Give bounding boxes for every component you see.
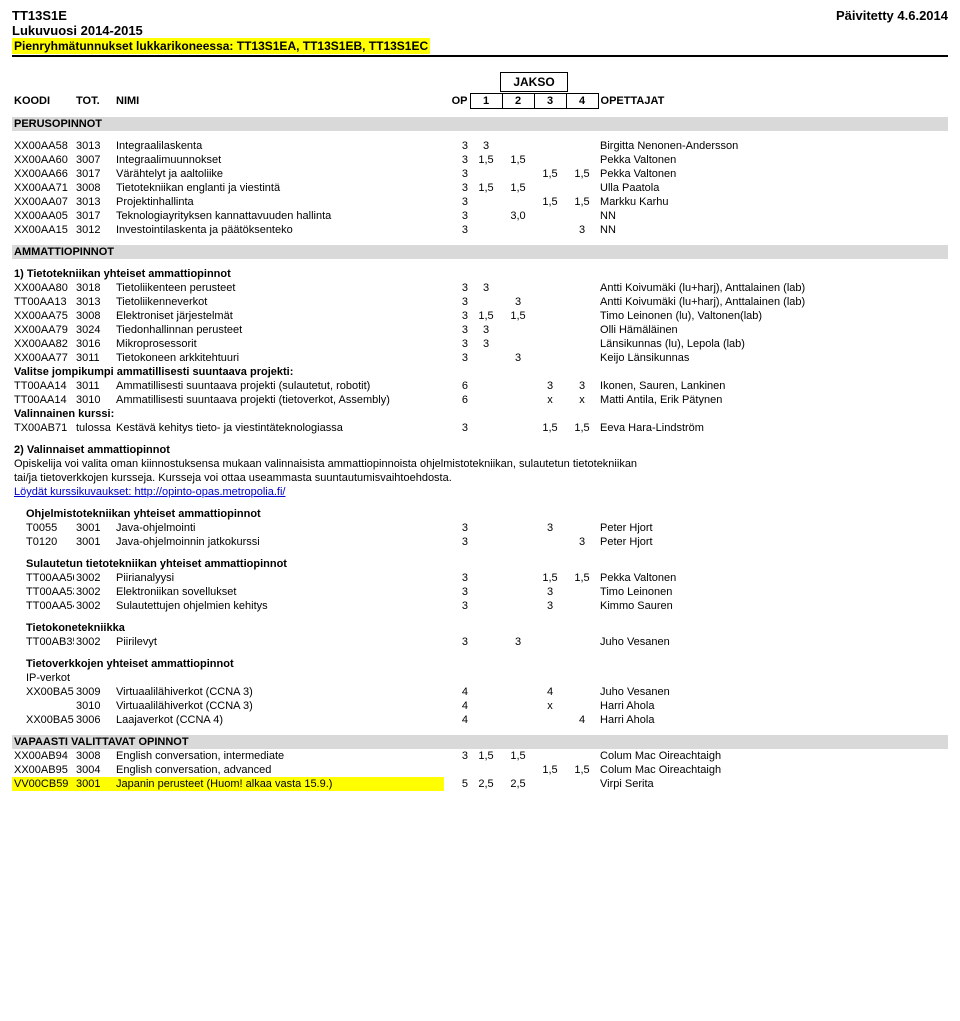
- doc-year: Lukuvuosi 2014-2015: [12, 23, 948, 38]
- doc-groups: Pienryhmätunnukset lukkarikoneessa: TT13…: [12, 38, 430, 54]
- curriculum-table: JAKSOKOODITOT.NIMIOP1234OPETTAJATPERUSOP…: [12, 71, 948, 791]
- divider: [12, 55, 948, 57]
- doc-code: TT13S1E: [12, 8, 67, 23]
- doc-updated: Päivitetty 4.6.2014: [836, 8, 948, 23]
